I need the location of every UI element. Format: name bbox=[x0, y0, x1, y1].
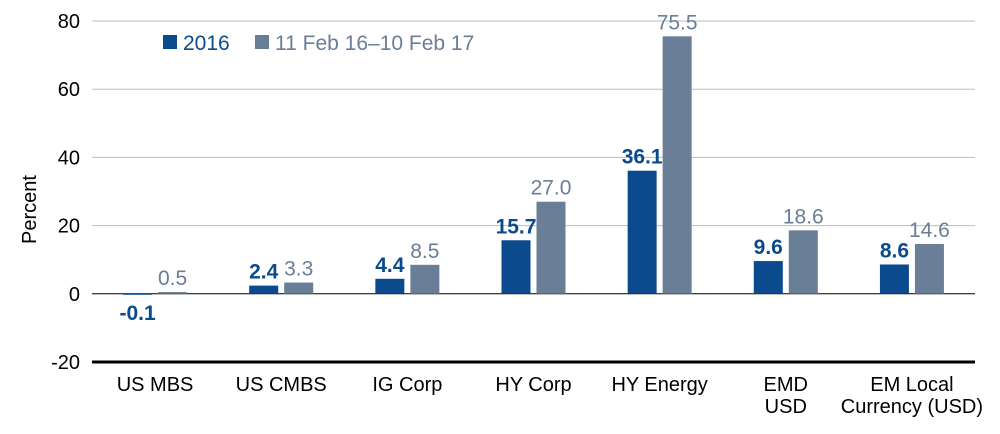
data-label: 0.5 bbox=[158, 267, 187, 290]
data-label: 75.5 bbox=[657, 11, 698, 34]
bar-series-2 bbox=[410, 264, 440, 294]
bar-series-1 bbox=[501, 240, 531, 294]
x-category-label: EM Local bbox=[870, 374, 953, 396]
bar-series-2 bbox=[158, 292, 188, 294]
x-category-label: IG Corp bbox=[372, 374, 442, 396]
x-category-label: Currency (USD) bbox=[841, 396, 983, 418]
bar-series-1 bbox=[249, 285, 279, 294]
bar-series-1 bbox=[123, 293, 153, 295]
bar-series-1 bbox=[753, 261, 783, 294]
x-category-label: HY Energy bbox=[611, 374, 707, 396]
bar-series-2 bbox=[662, 36, 692, 294]
legend-label: 11 Feb 16–10 Feb 17 bbox=[275, 32, 474, 55]
x-category-label: US MBS bbox=[117, 374, 194, 396]
data-label: 3.3 bbox=[284, 258, 313, 281]
y-axis-title: Percent bbox=[19, 175, 41, 244]
data-label: 36.1 bbox=[622, 146, 663, 169]
data-label: 4.4 bbox=[375, 254, 405, 277]
y-tick-label: 40 bbox=[58, 147, 80, 169]
data-label: 14.6 bbox=[909, 219, 950, 242]
data-label: 8.6 bbox=[880, 239, 909, 262]
y-tick-label: -20 bbox=[51, 352, 80, 374]
data-label: 9.6 bbox=[754, 236, 783, 259]
x-category-label: HY Corp bbox=[495, 374, 571, 396]
x-category-label: USD bbox=[765, 396, 807, 418]
bar-series-1 bbox=[879, 264, 909, 294]
bar-series-2 bbox=[914, 244, 944, 294]
legend-swatch bbox=[163, 35, 177, 49]
bar-series-2 bbox=[536, 201, 566, 294]
data-label: -0.1 bbox=[119, 302, 156, 325]
data-label: 27.0 bbox=[531, 177, 572, 200]
bar-series-1 bbox=[627, 170, 657, 294]
data-label: 2.4 bbox=[249, 261, 279, 284]
y-tick-label: 80 bbox=[58, 11, 80, 33]
bar-series-1 bbox=[375, 278, 405, 294]
bar-series-2 bbox=[788, 230, 818, 294]
legend-swatch bbox=[255, 35, 269, 49]
x-category-label: US CMBS bbox=[236, 374, 327, 396]
data-label: 8.5 bbox=[410, 240, 439, 263]
x-category-label: EMD bbox=[764, 374, 808, 396]
legend-label: 2016 bbox=[183, 32, 230, 55]
bar-series-2 bbox=[284, 282, 314, 294]
y-tick-label: 0 bbox=[69, 284, 80, 306]
y-tick-label: 60 bbox=[58, 79, 80, 101]
y-tick-label: 20 bbox=[58, 216, 80, 238]
data-label: 15.7 bbox=[496, 215, 537, 238]
data-label: 18.6 bbox=[783, 205, 824, 228]
